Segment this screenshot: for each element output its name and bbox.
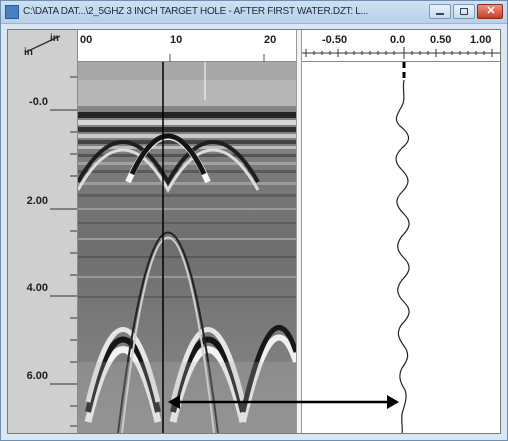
scan-axis: 00 10 20 [78,30,296,62]
scan-label-20: 20 [264,34,277,46]
depth-unit-label: in [24,47,33,58]
depth-axis-panel: in in -0.0 2.00 4.00 6.00 [8,30,78,433]
depth-ticks [50,76,77,427]
title-bar[interactable]: C:\DATA DAT...\2_5GHZ 3 INCH TARGET HOLE… [1,1,507,24]
app-icon[interactable] [5,5,19,19]
scan-label-0: 00 [80,34,93,46]
close-button[interactable]: ✕ [477,4,503,19]
trace-label-zero: 0.0 [390,34,406,46]
maximize-icon [460,8,468,15]
depth-label-4: 4.00 [26,282,48,294]
minimize-icon [436,13,444,15]
trace-label-neg-half: -0.50 [322,34,348,46]
panel-divider[interactable] [296,30,302,433]
waveform-trace [395,62,410,433]
trace-amplitude-axis: -0.50 0.0 0.50 1.00 [302,30,500,62]
maximize-button[interactable] [453,4,475,19]
close-icon: ✕ [486,5,496,17]
minimize-button[interactable] [429,4,451,19]
window-title: C:\DATA DAT...\2_5GHZ 3 INCH TARGET HOLE… [23,6,368,17]
scan-unit-label: in [50,33,59,44]
trace-axis-ticks [302,47,500,59]
depth-label-6: 6.00 [26,370,48,382]
units-divider-icon [25,35,61,53]
scan-axis-ticks [169,54,265,62]
trace-label-one: 1.00 [470,34,492,46]
trace-label-half: 0.50 [430,34,452,46]
gpr-viewer: in in -0.0 2.00 4.00 6.00 [7,29,501,434]
depth-label-0: -0.0 [29,96,48,108]
units-corner: in in [8,30,77,62]
scan-label-10: 10 [170,34,183,46]
trace-waveform-panel[interactable] [302,62,500,433]
radargram-image[interactable] [78,62,296,433]
depth-label-2: 2.00 [26,195,48,207]
radargram-bands [78,62,296,433]
